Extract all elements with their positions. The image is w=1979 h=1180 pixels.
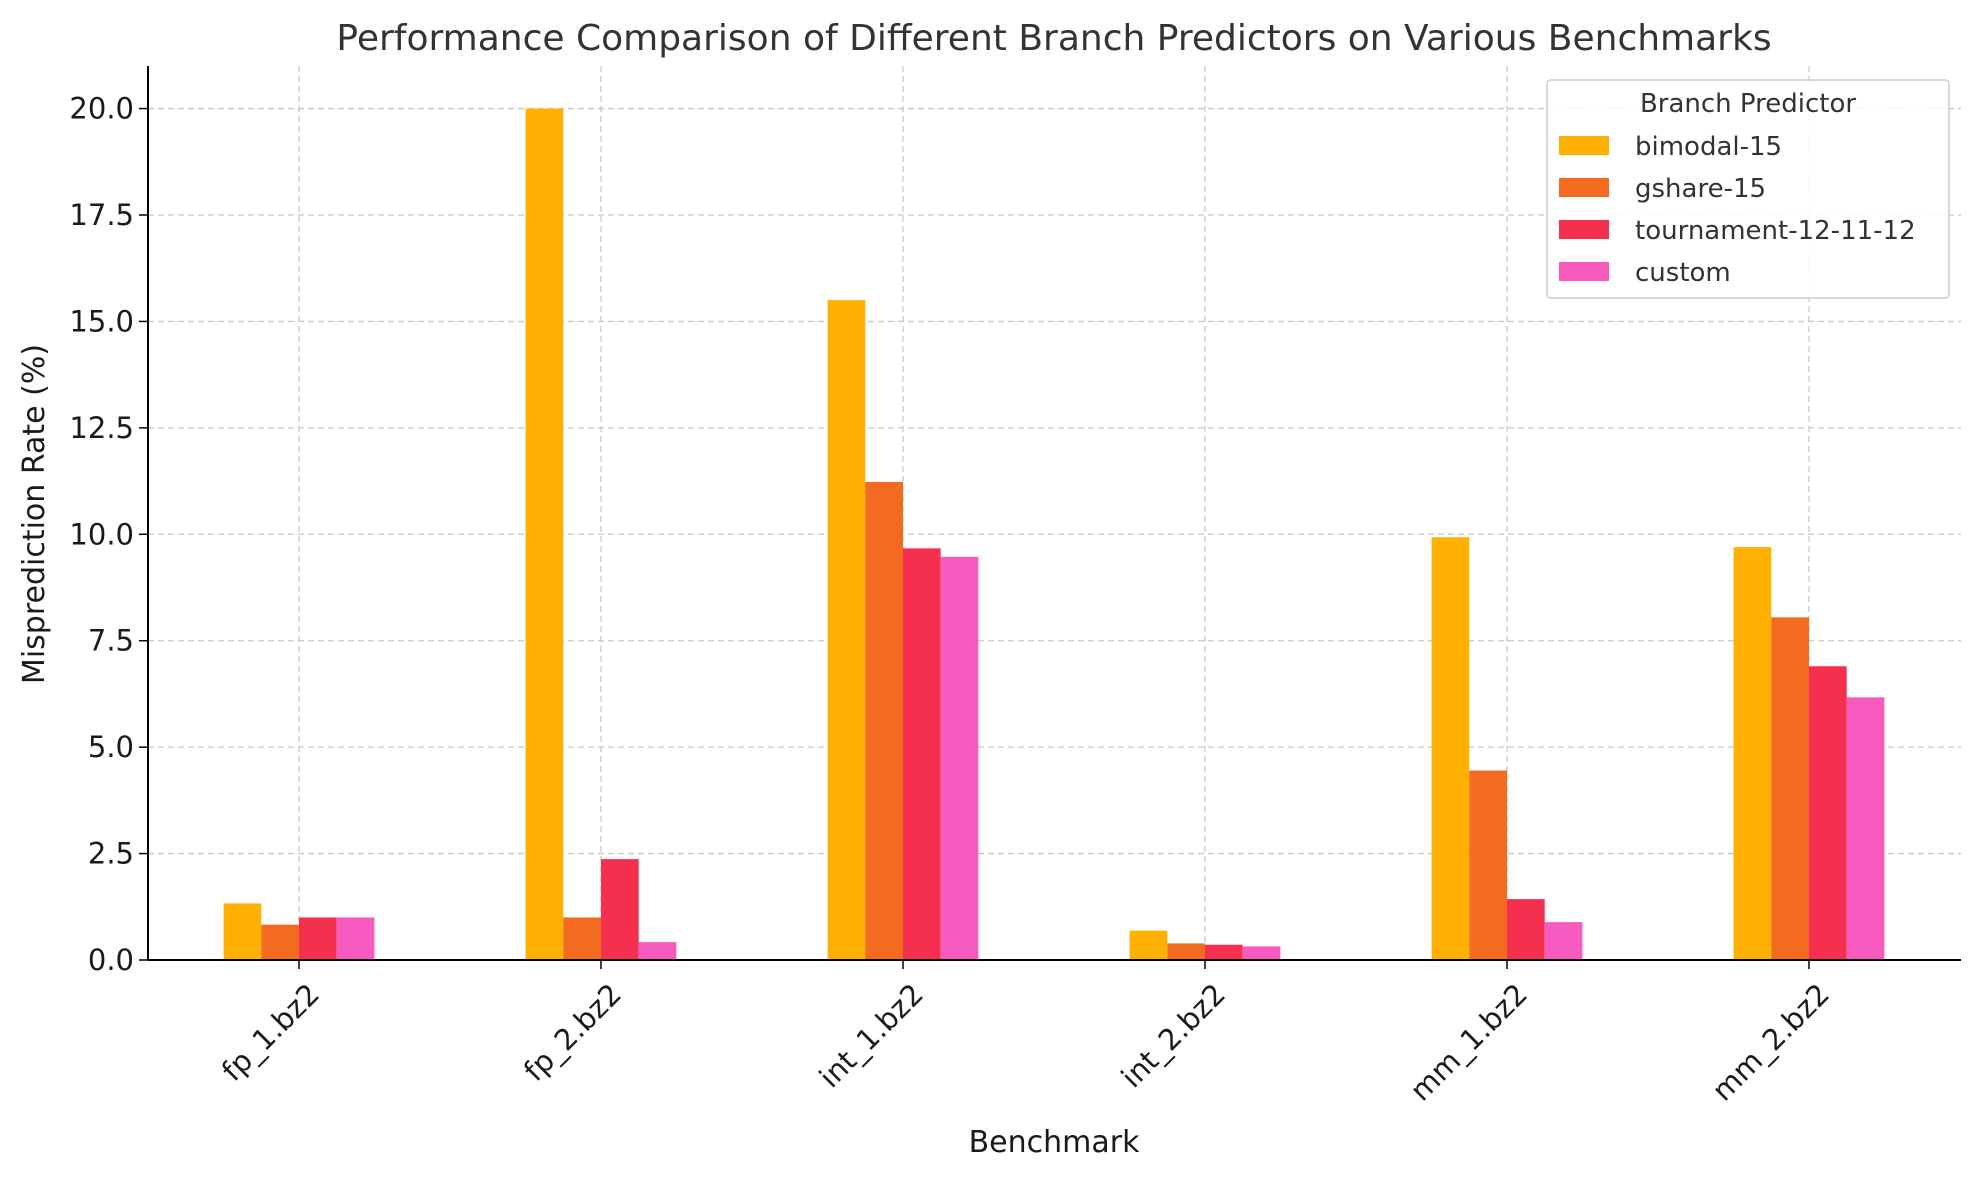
legend-swatch-bimodal-15 (1559, 136, 1609, 155)
bar-tournament-12-11-12-int_1.bz2 (903, 548, 941, 960)
bar-bimodal-15-mm_2.bz2 (1733, 547, 1772, 960)
legend-swatch-tournament-12-11-12 (1559, 220, 1609, 239)
x-tick-label: mm_2.bz2 (1705, 977, 1836, 1108)
legend-swatch-custom (1559, 262, 1609, 281)
bar-gshare-15-int_2.bz2 (1167, 943, 1205, 960)
y-tick-label: 17.5 (69, 198, 134, 232)
legend-box (1546, 79, 1950, 299)
bar-gshare-15-mm_2.bz2 (1771, 617, 1809, 960)
x-axis-label: Benchmark (969, 1125, 1141, 1160)
bar-custom-int_2.bz2 (1242, 946, 1281, 960)
y-tick-labels: 0.0 2.5 5.0 7.5 10.0 12.5 15.0 17.5 20.0 (69, 92, 148, 977)
y-tick-label: 10.0 (69, 517, 134, 551)
bar-bimodal-15-fp_1.bz2 (223, 903, 262, 960)
bar-gshare-15-fp_1.bz2 (261, 924, 299, 960)
bar-custom-fp_2.bz2 (638, 942, 677, 960)
x-tick-label: fp_1.bz2 (215, 977, 326, 1088)
x-tick-label: int_2.bz2 (1115, 977, 1232, 1094)
y-axis-label: Misprediction Rate (%) (17, 344, 52, 684)
bar-tournament-12-11-12-fp_2.bz2 (601, 859, 639, 960)
legend-label-gshare-15: gshare-15 (1635, 174, 1766, 204)
bar-gshare-15-int_1.bz2 (865, 481, 903, 960)
legend-label-custom: custom (1635, 258, 1731, 288)
bar-bimodal-15-int_2.bz2 (1129, 930, 1168, 960)
legend-label-tournament-12-11-12: tournament-12-11-12 (1635, 216, 1916, 246)
bar-tournament-12-11-12-mm_1.bz2 (1507, 899, 1545, 960)
x-tick-label: int_1.bz2 (813, 977, 930, 1094)
y-tick-label: 5.0 (88, 730, 134, 764)
chart-title: Performance Comparison of Different Bran… (336, 18, 1771, 59)
legend-title: Branch Predictor (1640, 89, 1856, 119)
bar-tournament-12-11-12-int_2.bz2 (1205, 944, 1243, 960)
y-tick-label: 2.5 (88, 837, 134, 871)
y-tick-label: 12.5 (69, 411, 134, 445)
y-tick-label: 0.0 (88, 943, 134, 977)
x-tick-label: mm_1.bz2 (1403, 977, 1534, 1108)
bar-custom-mm_2.bz2 (1846, 697, 1885, 960)
y-tick-label: 7.5 (88, 624, 134, 658)
x-tick-labels: fp_1.bz2 fp_2.bz2 int_1.bz2 int_2.bz2 mm_1.b… (215, 960, 1836, 1108)
bar-bimodal-15-mm_1.bz2 (1431, 537, 1470, 960)
bar-custom-mm_1.bz2 (1544, 922, 1583, 960)
bar-tournament-12-11-12-mm_2.bz2 (1809, 666, 1847, 960)
bar-custom-fp_1.bz2 (336, 917, 375, 960)
bar-custom-int_1.bz2 (940, 556, 979, 960)
legend-label-bimodal-15: bimodal-15 (1635, 132, 1782, 162)
bar-bimodal-15-fp_2.bz2 (525, 108, 564, 961)
y-tick-label: 20.0 (69, 92, 134, 126)
bar-tournament-12-11-12-fp_1.bz2 (299, 917, 337, 960)
y-tick-label: 15.0 (69, 304, 134, 338)
legend: Branch Predictor bimodal-15 gshare-15 tourn… (1546, 79, 1950, 299)
bar-gshare-15-mm_1.bz2 (1469, 770, 1507, 960)
bars (223, 108, 1885, 961)
x-tick-label: fp_2.bz2 (517, 977, 628, 1088)
bar-gshare-15-fp_2.bz2 (563, 917, 601, 960)
legend-swatch-gshare-15 (1559, 178, 1609, 197)
bar-bimodal-15-int_1.bz2 (827, 300, 866, 961)
